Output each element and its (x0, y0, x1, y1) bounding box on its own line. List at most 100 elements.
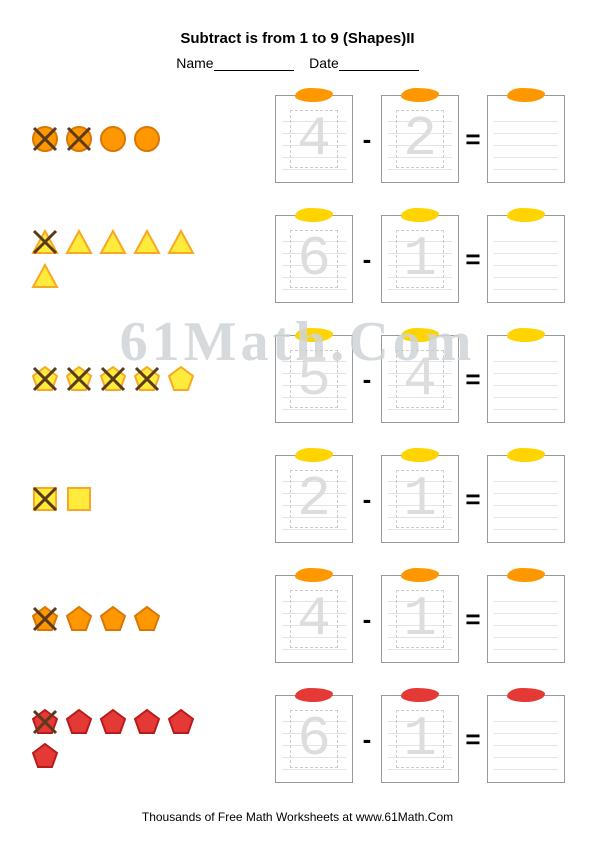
traced-digit: 1 (396, 590, 444, 648)
equation: 6-1 = (210, 215, 565, 303)
shapes-area (30, 227, 210, 291)
pentagon-shape (166, 364, 196, 394)
square-shape (30, 484, 60, 514)
circle-shape (30, 124, 60, 154)
digit-notepad: 2 (381, 95, 459, 183)
pentagon-shape (98, 364, 128, 394)
problem-row: 6-1 = (30, 209, 565, 309)
pentagon-shape (98, 604, 128, 634)
equation: 4-2 = (210, 95, 565, 183)
digit-notepad: 1 (381, 575, 459, 663)
digit-notepad: 4 (275, 575, 353, 663)
answer-notepad[interactable] (487, 575, 565, 663)
minus-sign: - (359, 244, 375, 275)
notepad-lines (494, 710, 558, 776)
triangle-shape (30, 261, 60, 291)
answer-notepad[interactable] (487, 215, 565, 303)
shapes-area (30, 484, 210, 514)
name-date-row: Name Date (30, 55, 565, 71)
triangle-shape (30, 227, 60, 257)
pentagon-shape (64, 707, 94, 737)
answer-notepad[interactable] (487, 455, 565, 543)
minus-sign: - (359, 124, 375, 155)
traced-digit: 6 (290, 230, 338, 288)
digit-notepad: 1 (381, 215, 459, 303)
pentagon-shape (30, 364, 60, 394)
shapes-area (30, 364, 210, 394)
pentagon-shape (64, 364, 94, 394)
minus-sign: - (359, 484, 375, 515)
equation: 4-1 = (210, 575, 565, 663)
shapes-area (30, 604, 210, 634)
traced-digit: 6 (290, 710, 338, 768)
footer-text: Thousands of Free Math Worksheets at www… (0, 810, 595, 824)
name-label: Name (176, 55, 213, 71)
traced-digit: 1 (396, 230, 444, 288)
digit-notepad: 1 (381, 695, 459, 783)
name-blank[interactable] (214, 57, 294, 71)
pentagon-shape (132, 604, 162, 634)
equals-sign: = (465, 604, 481, 635)
traced-digit: 5 (290, 350, 338, 408)
pentagon-shape (166, 707, 196, 737)
digit-notepad: 2 (275, 455, 353, 543)
equals-sign: = (465, 364, 481, 395)
digit-notepad: 4 (275, 95, 353, 183)
pentagon-shape (132, 707, 162, 737)
equation: 6-1 = (210, 695, 565, 783)
worksheet-title: Subtract is from 1 to 9 (Shapes)II (30, 30, 565, 47)
equals-sign: = (465, 724, 481, 755)
triangle-shape (64, 227, 94, 257)
minus-sign: - (359, 724, 375, 755)
shapes-area (30, 707, 210, 771)
notepad-lines (494, 110, 558, 176)
pentagon-shape (30, 707, 60, 737)
triangle-shape (166, 227, 196, 257)
problem-row: 6-1 = (30, 689, 565, 789)
notepad-lines (494, 470, 558, 536)
answer-notepad[interactable] (487, 695, 565, 783)
date-blank[interactable] (339, 57, 419, 71)
equation: 2-1 = (210, 455, 565, 543)
traced-digit: 4 (396, 350, 444, 408)
minus-sign: - (359, 604, 375, 635)
digit-notepad: 4 (381, 335, 459, 423)
minus-sign: - (359, 364, 375, 395)
traced-digit: 1 (396, 710, 444, 768)
traced-digit: 1 (396, 470, 444, 528)
date-label: Date (309, 55, 339, 71)
traced-digit: 2 (290, 470, 338, 528)
digit-notepad: 6 (275, 695, 353, 783)
pentagon-shape (98, 707, 128, 737)
circle-shape (98, 124, 128, 154)
shapes-area (30, 124, 210, 154)
problem-row: 4-1 = (30, 569, 565, 669)
traced-digit: 4 (290, 590, 338, 648)
problem-row: 4-2 = (30, 89, 565, 189)
traced-digit: 2 (396, 110, 444, 168)
pentagon-shape (132, 364, 162, 394)
digit-notepad: 6 (275, 215, 353, 303)
notepad-lines (494, 350, 558, 416)
traced-digit: 4 (290, 110, 338, 168)
answer-notepad[interactable] (487, 335, 565, 423)
circle-shape (132, 124, 162, 154)
equation: 5-4 = (210, 335, 565, 423)
circle-shape (64, 124, 94, 154)
pentagon-shape (30, 741, 60, 771)
notepad-lines (494, 590, 558, 656)
digit-notepad: 5 (275, 335, 353, 423)
problem-row: 5-4 = (30, 329, 565, 429)
notepad-lines (494, 230, 558, 296)
problem-row: 2-1 = (30, 449, 565, 549)
triangle-shape (98, 227, 128, 257)
pentagon-shape (64, 604, 94, 634)
equals-sign: = (465, 244, 481, 275)
equals-sign: = (465, 124, 481, 155)
digit-notepad: 1 (381, 455, 459, 543)
answer-notepad[interactable] (487, 95, 565, 183)
triangle-shape (132, 227, 162, 257)
problems-container: 4-2=6-1=5-4=2-1=4-1=6-1= (30, 89, 565, 789)
equals-sign: = (465, 484, 481, 515)
square-shape (64, 484, 94, 514)
